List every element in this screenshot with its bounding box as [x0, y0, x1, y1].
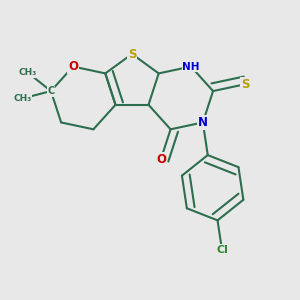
- Text: CH₃: CH₃: [13, 94, 32, 103]
- Text: CH₃: CH₃: [19, 68, 37, 77]
- Text: S: S: [128, 47, 136, 61]
- Text: Cl: Cl: [216, 245, 228, 255]
- Text: N: N: [198, 116, 208, 129]
- Text: NH: NH: [182, 61, 200, 71]
- Text: O: O: [156, 153, 166, 166]
- Text: O: O: [68, 60, 78, 73]
- Text: C: C: [47, 86, 55, 96]
- Text: S: S: [241, 78, 250, 91]
